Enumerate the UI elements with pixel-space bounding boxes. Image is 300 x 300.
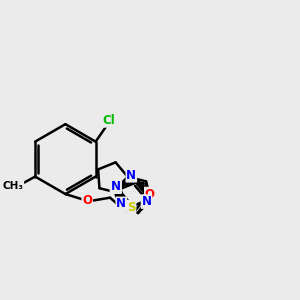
Text: Cl: Cl	[102, 114, 115, 127]
Text: N: N	[111, 180, 121, 193]
Text: CH₃: CH₃	[2, 181, 23, 191]
Text: N: N	[142, 195, 152, 208]
Text: S: S	[127, 201, 136, 214]
Text: O: O	[145, 188, 155, 201]
Text: O: O	[82, 194, 92, 207]
Text: N: N	[116, 197, 126, 210]
Text: N: N	[110, 179, 120, 193]
Text: N: N	[126, 169, 136, 182]
